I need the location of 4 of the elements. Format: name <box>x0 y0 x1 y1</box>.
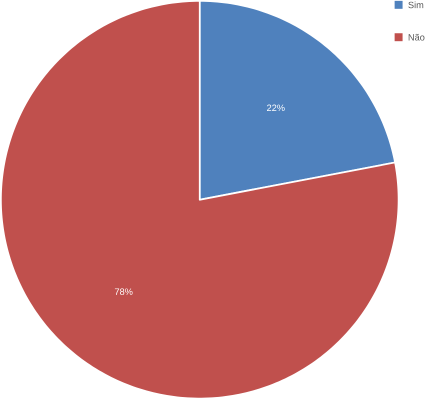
legend-label: Não <box>408 34 424 40</box>
data-label: 22% <box>267 104 285 111</box>
legend-label: Sim <box>408 1 424 8</box>
data-label: 78% <box>114 288 133 295</box>
